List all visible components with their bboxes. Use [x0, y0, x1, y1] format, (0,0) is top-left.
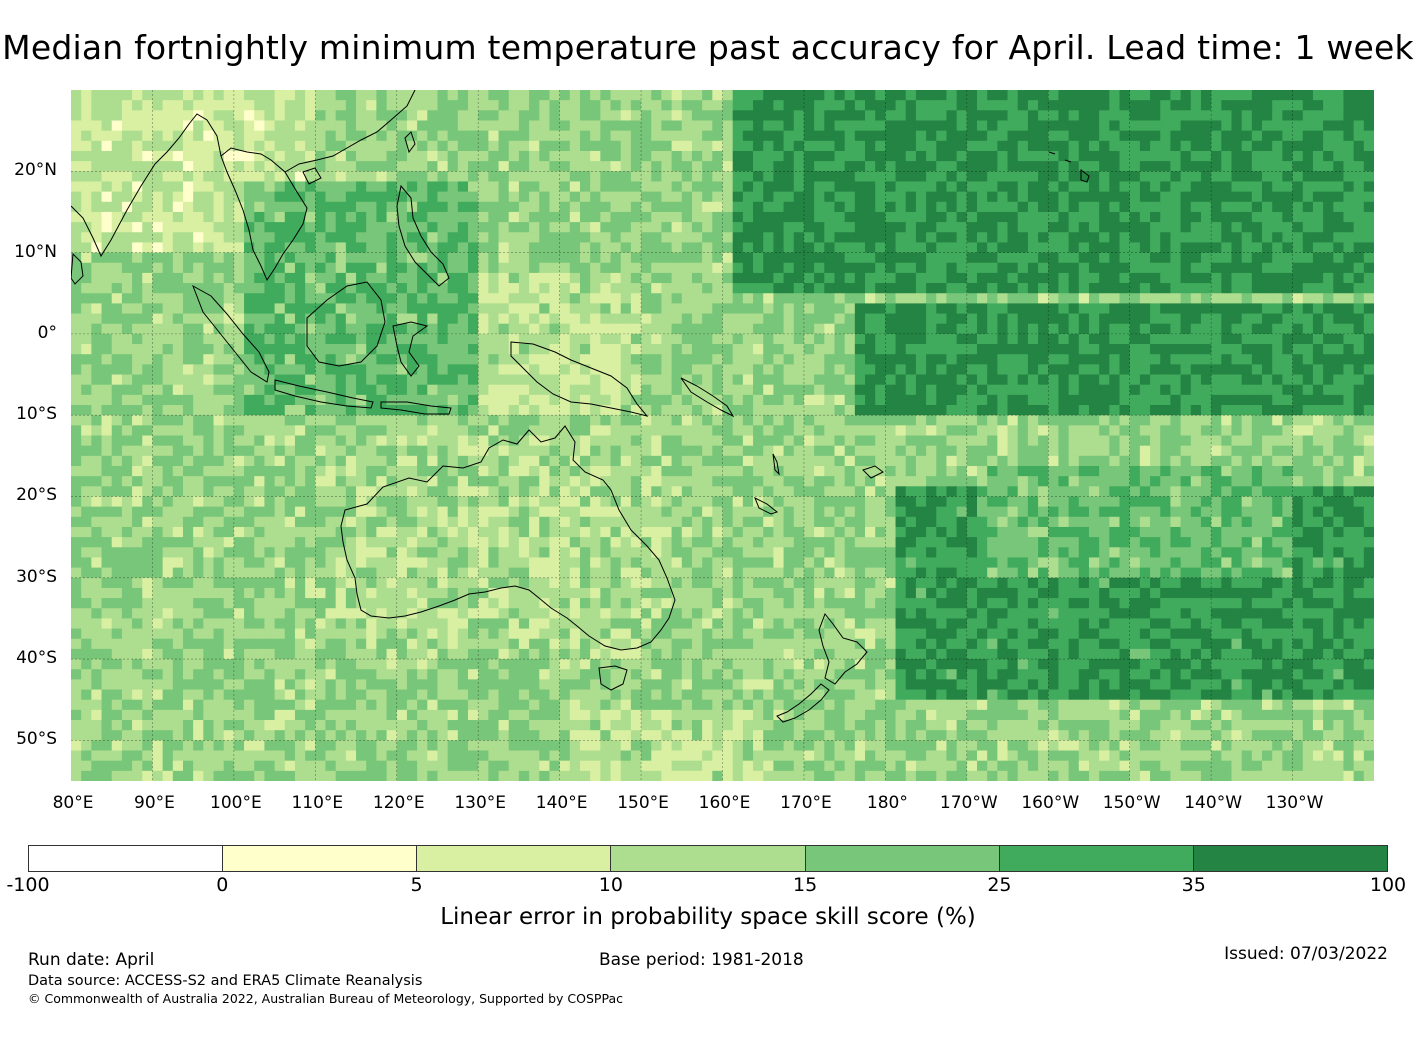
longitude-tick-label: 160°E	[698, 793, 751, 813]
colorbar-segment	[223, 846, 418, 871]
colorbar-tick-label: 0	[216, 874, 229, 896]
longitude-tick-label: 100°E	[210, 793, 262, 813]
coastline-nz-north	[818, 613, 868, 685]
longitude-tick-label: 140°W	[1184, 793, 1243, 813]
latitude-tick-label: 40°S	[16, 648, 57, 669]
colorbar-tick-label: 35	[1181, 874, 1206, 896]
longitude-tick-label: 80°E	[52, 793, 94, 813]
coastline-sulawesi	[392, 321, 429, 377]
colorbar-segment	[805, 846, 1000, 871]
colorbar-segment	[417, 846, 612, 871]
longitude-tick-label: 170°W	[939, 793, 998, 813]
latitude-tick-label: 30°S	[16, 566, 57, 587]
colorbar-tick-label: 100	[1369, 874, 1407, 896]
coastline-vietnam	[284, 90, 416, 173]
coastline-vanuatu	[772, 453, 780, 476]
longitude-tick-label: 130°W	[1265, 793, 1324, 813]
graticule	[71, 90, 1374, 781]
issued-date: Issued: 07/03/2022	[1224, 944, 1388, 964]
latitude-tick-label: 20°S	[16, 485, 57, 506]
colorbar-label: Linear error in probability space skill …	[440, 904, 976, 930]
data-source: Data source: ACCESS-S2 and ERA5 Climate …	[28, 973, 423, 989]
latitude-tick-label: 20°N	[14, 160, 57, 181]
longitude-tick-label: 140°E	[535, 793, 588, 813]
coastline-new-caledonia	[754, 496, 779, 515]
coastline-borneo	[306, 281, 386, 367]
coastline-hainan	[302, 167, 322, 185]
coastline-nz-south	[776, 683, 830, 723]
longitude-tick-label: 160°W	[1021, 793, 1080, 813]
coastline-tasmania	[598, 665, 628, 691]
latitude-tick-label: 50°S	[16, 729, 57, 750]
longitude-tick-label: 150°W	[1102, 793, 1161, 813]
coastline-australia	[340, 425, 676, 651]
coastline-sri-lanka	[71, 252, 84, 285]
coastlines	[71, 90, 1090, 723]
longitude-tick-label: 120°E	[372, 793, 425, 813]
skill-score-grid	[71, 90, 1374, 781]
coastline-new-guinea	[510, 341, 649, 417]
latitude-tick-label: 10°S	[16, 404, 57, 425]
coastline-hawaii	[1048, 151, 1090, 183]
longitude-tick-label: 130°E	[454, 793, 507, 813]
map-title: Median fortnightly minimum temperature p…	[2, 28, 1414, 67]
longitude-tick-label: 90°E	[134, 793, 175, 813]
colorbar-tick-label: 15	[793, 874, 818, 896]
colorbar-segment	[611, 846, 806, 871]
coastline-java	[274, 379, 374, 409]
latitude-tick-label: 0°	[37, 322, 57, 343]
coastline-philippines	[396, 184, 450, 287]
skill-score-map	[71, 90, 1374, 781]
base-period: Base period: 1981-2018	[599, 950, 804, 970]
colorbar-tick-label: 10	[598, 874, 623, 896]
colorbar-tick-label: -100	[6, 874, 50, 896]
run-date: Run date: April	[28, 950, 155, 970]
longitude-tick-label: 170°E	[780, 793, 832, 813]
coastline-sumatra	[192, 284, 270, 383]
longitude-tick-label: 110°E	[291, 793, 344, 813]
colorbar-tick-label: 5	[410, 874, 423, 896]
longitude-tick-label: 180°	[866, 793, 908, 813]
copyright-notice: © Commonwealth of Australia 2022, Austra…	[28, 991, 623, 1006]
coastline-sundas	[380, 401, 452, 415]
colorbar-segment	[999, 846, 1194, 871]
coastline-solomon	[680, 377, 735, 418]
colorbar	[28, 845, 1388, 872]
coastline-taiwan	[404, 131, 416, 154]
colorbar-segment	[29, 846, 224, 871]
coastline-indochina	[220, 147, 308, 282]
coastline-fiji	[862, 465, 884, 479]
coastline-south-asia	[71, 113, 222, 258]
colorbar-segment	[1193, 846, 1387, 871]
map-canvas	[71, 90, 1374, 781]
latitude-tick-label: 10°N	[14, 241, 57, 262]
longitude-tick-label: 150°E	[617, 793, 669, 813]
colorbar-tick-label: 25	[987, 874, 1012, 896]
